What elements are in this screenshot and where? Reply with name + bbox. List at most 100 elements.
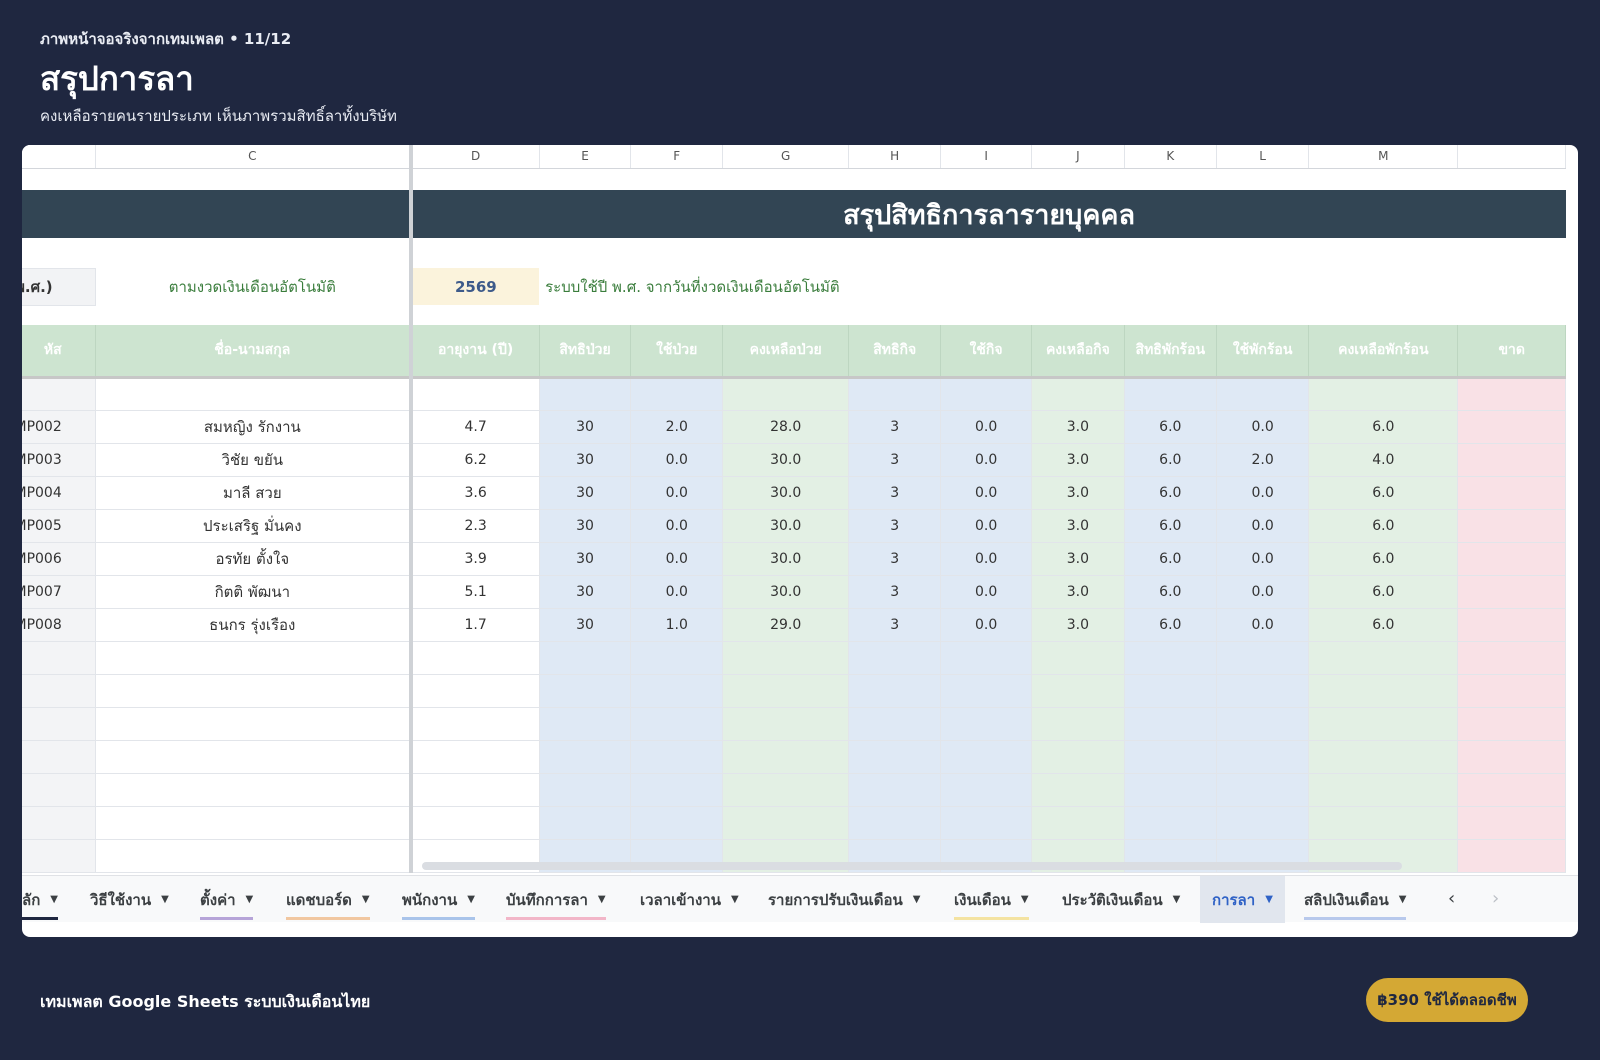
chevron-left-icon[interactable]: ‹: [1448, 888, 1456, 909]
cell-id[interactable]: MP007: [22, 575, 96, 609]
header-vacation-left[interactable]: คงเหลือพักร้อน: [1308, 325, 1459, 379]
cell-absent[interactable]: [1457, 443, 1566, 477]
tab-salary-adjustments[interactable]: รายการปรับเงินเดือน ▼: [768, 876, 920, 923]
header-id[interactable]: หัส: [22, 325, 96, 379]
cell-business-used[interactable]: 0.0: [940, 410, 1033, 444]
cell-vacation[interactable]: 6.0: [1124, 410, 1218, 444]
cell-sick-used[interactable]: 0.0: [630, 542, 723, 576]
tab-attendance[interactable]: เวลาเข้างาน ▼: [640, 876, 739, 923]
cell-absent[interactable]: [1457, 410, 1566, 444]
cell-business-used[interactable]: 0.0: [940, 509, 1033, 543]
cell-sick[interactable]: 30: [539, 410, 632, 444]
cell-vacation-used[interactable]: 0.0: [1216, 575, 1310, 609]
column-letter[interactable]: D: [410, 145, 540, 169]
header-sick[interactable]: สิทธิป่วย: [539, 325, 632, 379]
cell-business-used[interactable]: 0.0: [940, 476, 1033, 510]
cell-vacation-left[interactable]: 4.0: [1308, 443, 1459, 477]
header-sick-used[interactable]: ใช้ป่วย: [630, 325, 723, 379]
tab-main[interactable]: ลัก ▼: [22, 876, 58, 923]
column-letter[interactable]: G: [722, 145, 850, 169]
cell-name[interactable]: มาลี สวย: [95, 476, 413, 510]
cell-name[interactable]: กิตติ พัฒนา: [95, 575, 413, 609]
cell-vacation-left[interactable]: 6.0: [1308, 575, 1459, 609]
header-business-used[interactable]: ใช้กิจ: [940, 325, 1033, 379]
header-vacation[interactable]: สิทธิพักร้อน: [1124, 325, 1218, 379]
cell-business-left[interactable]: 3.0: [1031, 443, 1125, 477]
cell-years[interactable]: 2.3: [410, 509, 540, 543]
column-letter[interactable]: M: [1308, 145, 1459, 169]
cell-sick-used[interactable]: 1.0: [630, 608, 723, 642]
cell-absent[interactable]: [1457, 476, 1566, 510]
cell-business[interactable]: 3: [848, 476, 941, 510]
cell-vacation[interactable]: 6.0: [1124, 575, 1218, 609]
cell-id[interactable]: MP003: [22, 443, 96, 477]
chevron-right-icon[interactable]: ›: [1492, 888, 1500, 909]
auto-period-cell[interactable]: ตามงวดเงินเดือนอัตโนมัติ: [95, 268, 413, 305]
cell-id[interactable]: MP008: [22, 608, 96, 642]
year-value-cell[interactable]: 2569: [410, 268, 540, 305]
cell-business-left[interactable]: 3.0: [1031, 608, 1125, 642]
cell-business[interactable]: 3: [848, 542, 941, 576]
cell-sick-left[interactable]: 30.0: [722, 575, 850, 609]
header-business[interactable]: สิทธิกิจ: [848, 325, 941, 379]
cell-vacation-used[interactable]: 2.0: [1216, 443, 1310, 477]
column-letter[interactable]: I: [940, 145, 1033, 169]
cell-sick-left[interactable]: 29.0: [722, 608, 850, 642]
cell-years[interactable]: 3.6: [410, 476, 540, 510]
cell-sick[interactable]: 30: [539, 476, 632, 510]
cell-business[interactable]: 3: [848, 608, 941, 642]
cell-id[interactable]: MP004: [22, 476, 96, 510]
column-letter[interactable]: H: [848, 145, 941, 169]
cell-vacation[interactable]: 6.0: [1124, 542, 1218, 576]
cell-name[interactable]: ประเสริฐ มั่นคง: [95, 509, 413, 543]
cell-business[interactable]: 3: [848, 410, 941, 444]
price-button[interactable]: ฿390 ใช้ได้ตลอดชีพ: [1366, 978, 1528, 1022]
cell-sick[interactable]: 30: [539, 542, 632, 576]
cell-sick-left[interactable]: 30.0: [722, 476, 850, 510]
cell-sick-used[interactable]: 0.0: [630, 476, 723, 510]
cell-name[interactable]: อรทัย ตั้งใจ: [95, 542, 413, 576]
cell-vacation-left[interactable]: 6.0: [1308, 608, 1459, 642]
cell-business-left[interactable]: 3.0: [1031, 542, 1125, 576]
cell-sick[interactable]: 30: [539, 509, 632, 543]
cell-business[interactable]: 3: [848, 575, 941, 609]
header-vacation-used[interactable]: ใช้พักร้อน: [1216, 325, 1310, 379]
cell-id[interactable]: MP002: [22, 410, 96, 444]
tab-settings[interactable]: ตั้งค่า ▼: [200, 876, 254, 923]
header-years[interactable]: อายุงาน (ปี): [410, 325, 540, 379]
cell-business-left[interactable]: 3.0: [1031, 476, 1125, 510]
column-letter[interactable]: E: [539, 145, 632, 169]
cell-years[interactable]: 6.2: [410, 443, 540, 477]
cell-years[interactable]: 3.9: [410, 542, 540, 576]
cell-business-used[interactable]: 0.0: [940, 608, 1033, 642]
tab-how-to[interactable]: วิธีใช้งาน ▼: [90, 876, 169, 923]
cell-sick-used[interactable]: 2.0: [630, 410, 723, 444]
cell-vacation-used[interactable]: 0.0: [1216, 476, 1310, 510]
cell-absent[interactable]: [1457, 542, 1566, 576]
cell-vacation-used[interactable]: 0.0: [1216, 509, 1310, 543]
cell-vacation-left[interactable]: 6.0: [1308, 509, 1459, 543]
horizontal-scrollbar[interactable]: [422, 862, 1402, 870]
cell-vacation-used[interactable]: 0.0: [1216, 542, 1310, 576]
cell-id[interactable]: MP005: [22, 509, 96, 543]
cell-vacation[interactable]: 6.0: [1124, 476, 1218, 510]
cell-absent[interactable]: [1457, 509, 1566, 543]
cell-vacation[interactable]: 6.0: [1124, 509, 1218, 543]
cell-vacation[interactable]: 6.0: [1124, 443, 1218, 477]
tab-salary[interactable]: เงินเดือน ▼: [954, 876, 1029, 923]
sheet-grid[interactable]: B C D E F G H I J K L M สรุปสิทธิการลารา…: [22, 145, 1578, 875]
cell-business-used[interactable]: 0.0: [940, 542, 1033, 576]
cell-business[interactable]: 3: [848, 443, 941, 477]
header-absent[interactable]: ขาด: [1457, 325, 1566, 379]
cell-vacation[interactable]: 6.0: [1124, 608, 1218, 642]
cell-sick[interactable]: 30: [539, 575, 632, 609]
cell-vacation-left[interactable]: 6.0: [1308, 476, 1459, 510]
tab-employees[interactable]: พนักงาน ▼: [402, 876, 475, 923]
tab-payslip[interactable]: สลิปเงินเดือน ▼: [1304, 876, 1407, 923]
cell-years[interactable]: 4.7: [410, 410, 540, 444]
column-letter[interactable]: F: [630, 145, 723, 169]
cell-years[interactable]: 1.7: [410, 608, 540, 642]
cell-vacation-used[interactable]: 0.0: [1216, 608, 1310, 642]
column-letter[interactable]: J: [1031, 145, 1125, 169]
cell-name[interactable]: ธนกร รุ่งเรือง: [95, 608, 413, 642]
